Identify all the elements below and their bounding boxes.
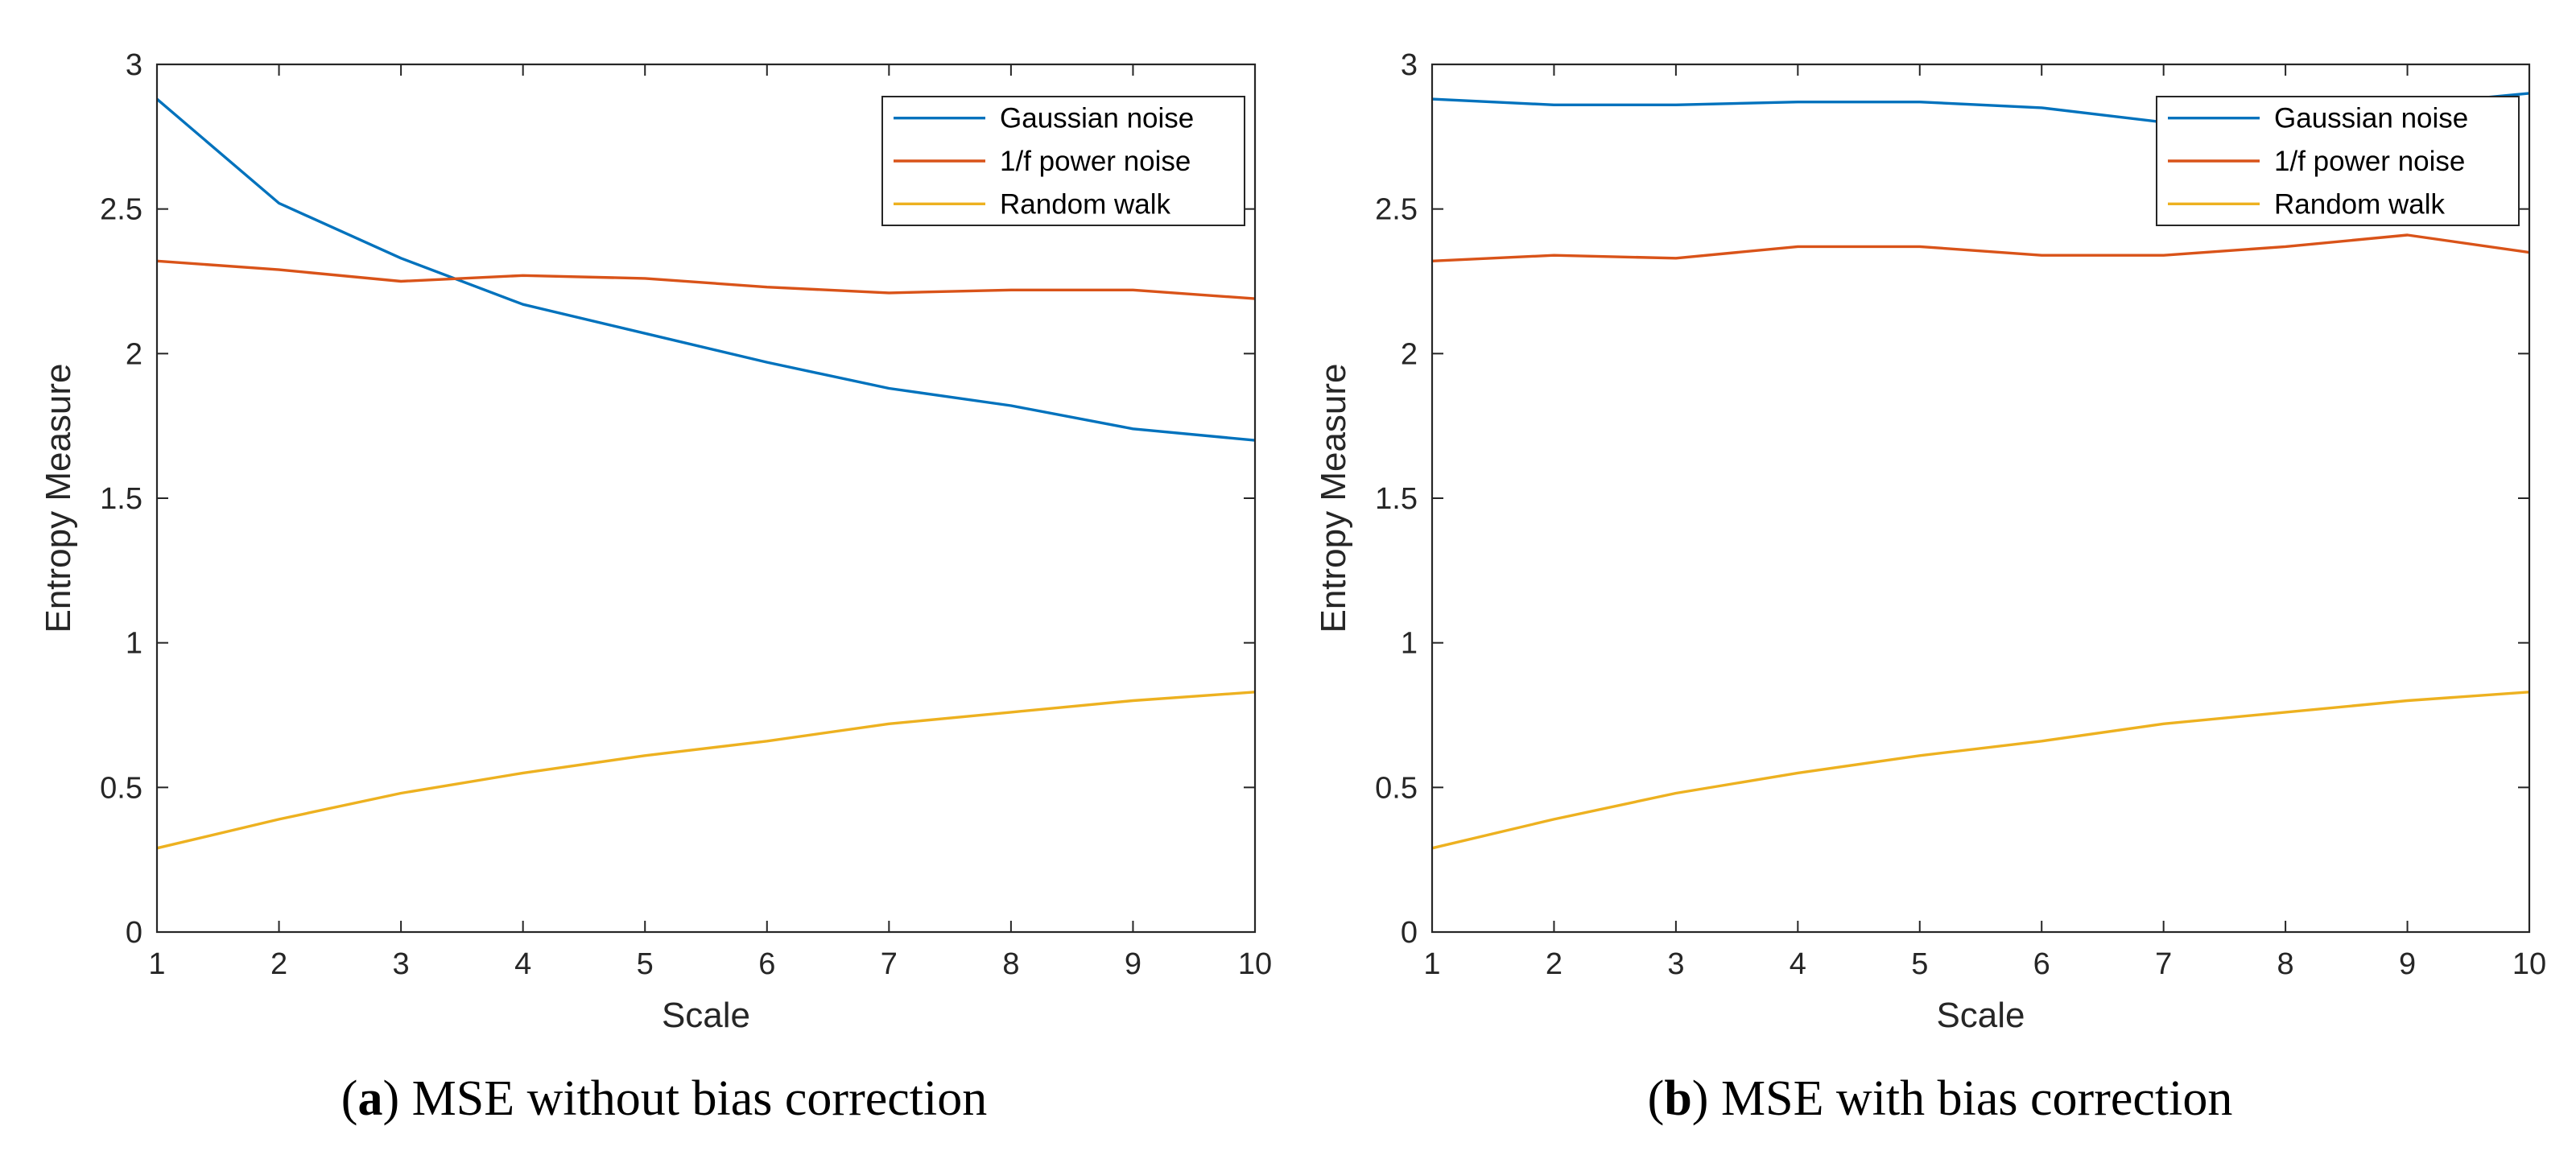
chart-b-x-axis-title: Scale bbox=[1936, 996, 2025, 1035]
chart-b-xtick-label: 3 bbox=[1667, 947, 1684, 981]
chart-a-caption: (a) MSE without bias correction bbox=[341, 1071, 987, 1126]
chart-b-legend: Gaussian noise 1/f power noise Random walk bbox=[2156, 96, 2520, 226]
chart-a-xtick-label: 10 bbox=[1238, 947, 1272, 981]
chart-b-caption-text: MSE with bias correction bbox=[1721, 1071, 2232, 1126]
chart-a-ytick-label: 2.5 bbox=[100, 193, 142, 227]
chart-b-ytick-label: 2 bbox=[1401, 337, 1418, 371]
chart-b-legend-label-1-f-power-noise: 1/f power noise bbox=[2274, 146, 2465, 177]
chart-a-ytick-label: 1 bbox=[126, 627, 142, 661]
chart-b-series-1-f-power-noise-line bbox=[1432, 233, 2529, 262]
chart-a-xtick-label: 7 bbox=[881, 947, 898, 981]
chart-a: 1 2 3 4 5 6 7 8 9 10 0 0.5 1 1.5 2 2.5 3 Scale Entropy Mea… bbox=[39, 48, 1272, 1126]
chart-a-series-random-walk-line bbox=[157, 691, 1255, 850]
chart-b-xtick-label: 2 bbox=[1546, 947, 1563, 981]
chart-a-legend-label-1-f-power-noise: 1/f power noise bbox=[1000, 146, 1191, 177]
chart-a-xtick-label: 9 bbox=[1125, 947, 1141, 981]
chart-a-legend-label-random-walk: Random walk bbox=[1000, 188, 1171, 220]
chart-b-ytick-label: 1 bbox=[1401, 627, 1418, 661]
chart-a-series-gaussian-noise-line bbox=[157, 97, 1255, 442]
chart-a-series-1-f-power-noise-line bbox=[157, 259, 1255, 300]
chart-b-ytick-label: 0.5 bbox=[1375, 771, 1418, 805]
chart-b-legend-label-random-walk: Random walk bbox=[2274, 188, 2446, 220]
chart-a-ytick-label: 2 bbox=[126, 337, 142, 371]
chart-a-ytick-label: 3 bbox=[126, 48, 142, 82]
chart-a-ytick-label: 0.5 bbox=[100, 771, 142, 805]
chart-b-series-random-walk-line bbox=[1432, 691, 2529, 850]
chart-a-xtick-label: 5 bbox=[637, 947, 654, 981]
chart-a-legend: Gaussian noise 1/f power noise Random walk bbox=[881, 96, 1245, 226]
chart-b-xtick-label: 5 bbox=[1911, 947, 1928, 981]
chart-a-xtick-label: 3 bbox=[393, 947, 410, 981]
chart-b-caption-close-paren: ) bbox=[1692, 1071, 1721, 1126]
chart-a-caption-letter: a bbox=[357, 1071, 382, 1126]
chart-b-legend-label-gaussian-noise: Gaussian noise bbox=[2274, 103, 2468, 134]
chart-b-xtick-label: 9 bbox=[2399, 947, 2416, 981]
chart-b-xtick-label: 10 bbox=[2512, 947, 2546, 981]
chart-a-xtick-label: 4 bbox=[514, 947, 531, 981]
chart-a-caption-text: MSE without bias correction bbox=[412, 1071, 988, 1126]
chart-a-legend-label-gaussian-noise: Gaussian noise bbox=[1000, 103, 1194, 134]
chart-a-x-axis-title: Scale bbox=[662, 996, 750, 1035]
chart-b-caption-letter: b bbox=[1664, 1071, 1691, 1126]
chart-a-xtick-label: 6 bbox=[758, 947, 775, 981]
chart-b-ytick-label: 0 bbox=[1401, 916, 1418, 950]
chart-b-ytick-label: 1.5 bbox=[1375, 482, 1418, 516]
chart-a-caption-open-paren: ( bbox=[341, 1071, 358, 1126]
chart-b-xtick-label: 1 bbox=[1423, 947, 1440, 981]
chart-b-xtick-label: 8 bbox=[2277, 947, 2294, 981]
chart-b: 1 2 3 4 5 6 7 8 9 10 0 0.5 1 1.5 2 2.5 3 Scale Entropy Mea… bbox=[1314, 48, 2546, 1126]
chart-b-xtick-label: 4 bbox=[1790, 947, 1806, 981]
chart-a-ytick-label: 1.5 bbox=[100, 482, 142, 516]
chart-a-caption-close-paren: ) bbox=[382, 1071, 411, 1126]
chart-b-xtick-label: 7 bbox=[2155, 947, 2172, 981]
chart-a-ytick-label: 0 bbox=[126, 916, 142, 950]
chart-a-xtick-label: 8 bbox=[1002, 947, 1019, 981]
chart-b-ytick-label: 2.5 bbox=[1375, 193, 1418, 227]
chart-a-xtick-label: 2 bbox=[270, 947, 287, 981]
chart-a-y-axis-title: Entropy Measure bbox=[39, 363, 78, 633]
chart-a-series-group bbox=[157, 97, 1255, 850]
chart-b-xtick-label: 6 bbox=[2033, 947, 2050, 981]
chart-b-caption: (b) MSE with bias correction bbox=[1648, 1071, 2233, 1126]
chart-b-caption-open-paren: ( bbox=[1648, 1071, 1665, 1126]
chart-a-xtick-label: 1 bbox=[148, 947, 165, 981]
chart-b-ytick-label: 3 bbox=[1401, 48, 1418, 82]
chart-b-y-axis-title: Entropy Measure bbox=[1314, 363, 1353, 633]
